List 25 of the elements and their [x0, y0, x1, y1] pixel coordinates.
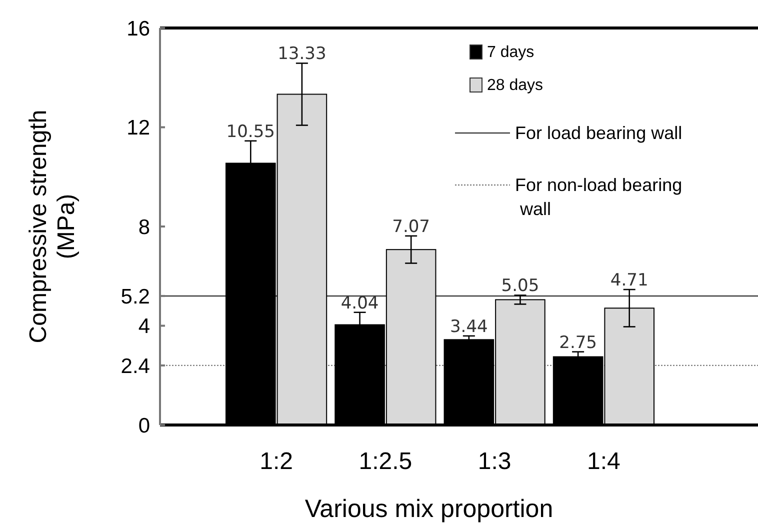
y-axis-title: Compressive strength (MPa): [25, 110, 80, 344]
data-label: 13.33: [278, 44, 326, 64]
legend-label: 7 days: [487, 44, 534, 61]
data-label: 4.04: [340, 293, 379, 314]
y-tick-label: 5.2: [120, 285, 150, 308]
data-label: 7.07: [392, 216, 430, 237]
x-axis-title: Various mix proportion: [304, 495, 554, 523]
data-label: 3.44: [450, 316, 488, 337]
y-tick-label: 16: [126, 17, 150, 40]
x-tick-label: 1:3: [478, 448, 512, 475]
data-label: 10.55: [226, 122, 275, 142]
y-tick-label: 8: [138, 216, 150, 239]
data-label: 4.71: [610, 270, 648, 291]
y-tick-label: 2.4: [120, 354, 150, 378]
data-label: 5.05: [501, 276, 540, 296]
x-tick-label: 1:2: [260, 448, 293, 475]
x-tick-label: 1:4: [587, 448, 620, 475]
y-tick-label: 4: [138, 315, 150, 338]
legend-label: 28 days: [487, 77, 544, 94]
y-tick-label: 12: [126, 116, 150, 140]
y-tick-label: 0: [138, 414, 150, 438]
x-tick-label: 1:2.5: [358, 448, 412, 475]
data-label: 2.75: [559, 332, 597, 353]
legend-label: For load bearing wall: [515, 123, 682, 143]
legend-label: For non-load bearing wall: [515, 175, 682, 219]
